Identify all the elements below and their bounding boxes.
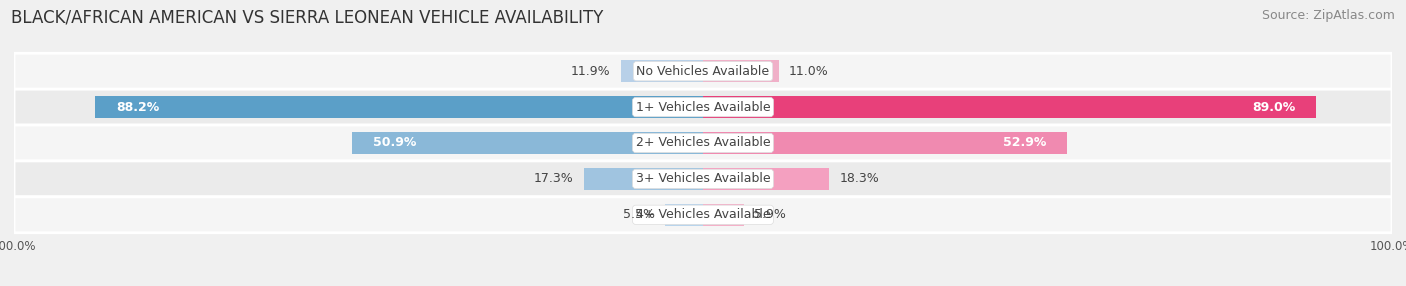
Text: 11.9%: 11.9% (571, 65, 610, 78)
FancyBboxPatch shape (14, 89, 1392, 125)
Text: 50.9%: 50.9% (373, 136, 416, 150)
FancyBboxPatch shape (14, 53, 1392, 89)
Text: 89.0%: 89.0% (1253, 101, 1295, 114)
Text: 5.5%: 5.5% (623, 208, 655, 221)
Text: Source: ZipAtlas.com: Source: ZipAtlas.com (1261, 9, 1395, 21)
Text: 4+ Vehicles Available: 4+ Vehicles Available (636, 208, 770, 221)
Text: 3+ Vehicles Available: 3+ Vehicles Available (636, 172, 770, 185)
Bar (665, 204, 703, 226)
Text: 2+ Vehicles Available: 2+ Vehicles Available (636, 136, 770, 150)
FancyBboxPatch shape (14, 161, 1392, 197)
FancyBboxPatch shape (14, 125, 1392, 161)
Bar (703, 168, 830, 190)
Bar (583, 168, 703, 190)
Bar (703, 60, 779, 82)
Text: 17.3%: 17.3% (534, 172, 574, 185)
Bar (621, 60, 703, 82)
Bar (353, 132, 703, 154)
Text: No Vehicles Available: No Vehicles Available (637, 65, 769, 78)
Text: 52.9%: 52.9% (1004, 136, 1047, 150)
Bar (96, 96, 703, 118)
FancyBboxPatch shape (14, 197, 1392, 233)
Text: 5.9%: 5.9% (754, 208, 786, 221)
Text: BLACK/AFRICAN AMERICAN VS SIERRA LEONEAN VEHICLE AVAILABILITY: BLACK/AFRICAN AMERICAN VS SIERRA LEONEAN… (11, 9, 603, 27)
Text: 18.3%: 18.3% (839, 172, 879, 185)
Text: 1+ Vehicles Available: 1+ Vehicles Available (636, 101, 770, 114)
Bar (703, 204, 744, 226)
Bar (703, 96, 1316, 118)
Bar (703, 132, 1067, 154)
Text: 11.0%: 11.0% (789, 65, 830, 78)
Text: 88.2%: 88.2% (117, 101, 159, 114)
